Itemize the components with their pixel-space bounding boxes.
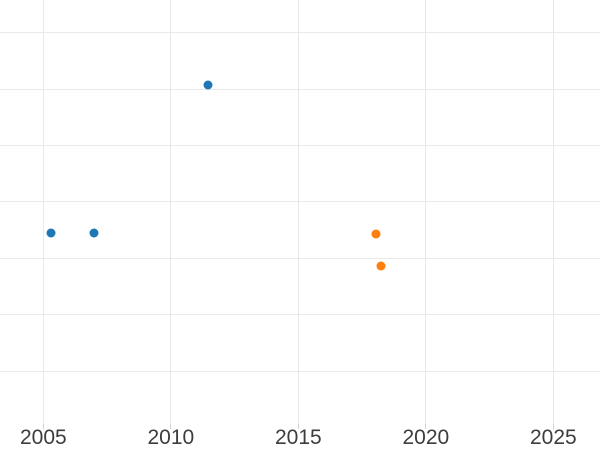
x-gridline xyxy=(425,0,427,424)
x-gridline xyxy=(42,0,44,424)
x-gridline xyxy=(170,0,172,424)
y-gridline xyxy=(0,257,600,259)
data-point-orange[interactable] xyxy=(371,229,381,239)
y-gridline xyxy=(0,144,600,146)
x-gridline xyxy=(297,0,299,424)
x-gridline xyxy=(552,0,554,424)
x-tick-label: 2020 xyxy=(402,426,450,449)
data-point-blue[interactable] xyxy=(46,228,56,238)
y-gridline xyxy=(0,88,600,90)
y-gridline xyxy=(0,370,600,372)
data-point-blue[interactable] xyxy=(89,228,99,238)
y-gridline xyxy=(0,201,600,203)
x-tick-label: 2025 xyxy=(529,426,577,449)
x-tick xyxy=(170,424,172,429)
x-tick xyxy=(425,424,427,429)
x-tick-label: 2015 xyxy=(274,426,322,449)
y-gridline xyxy=(0,32,600,34)
x-tick-label: 2005 xyxy=(19,426,67,449)
x-tick-label: 2010 xyxy=(147,426,195,449)
data-point-orange[interactable] xyxy=(376,261,386,271)
plot-area xyxy=(0,0,600,424)
data-point-blue[interactable] xyxy=(203,80,213,90)
y-gridline xyxy=(0,314,600,316)
x-tick xyxy=(42,424,44,429)
x-tick xyxy=(297,424,299,429)
x-tick xyxy=(552,424,554,429)
